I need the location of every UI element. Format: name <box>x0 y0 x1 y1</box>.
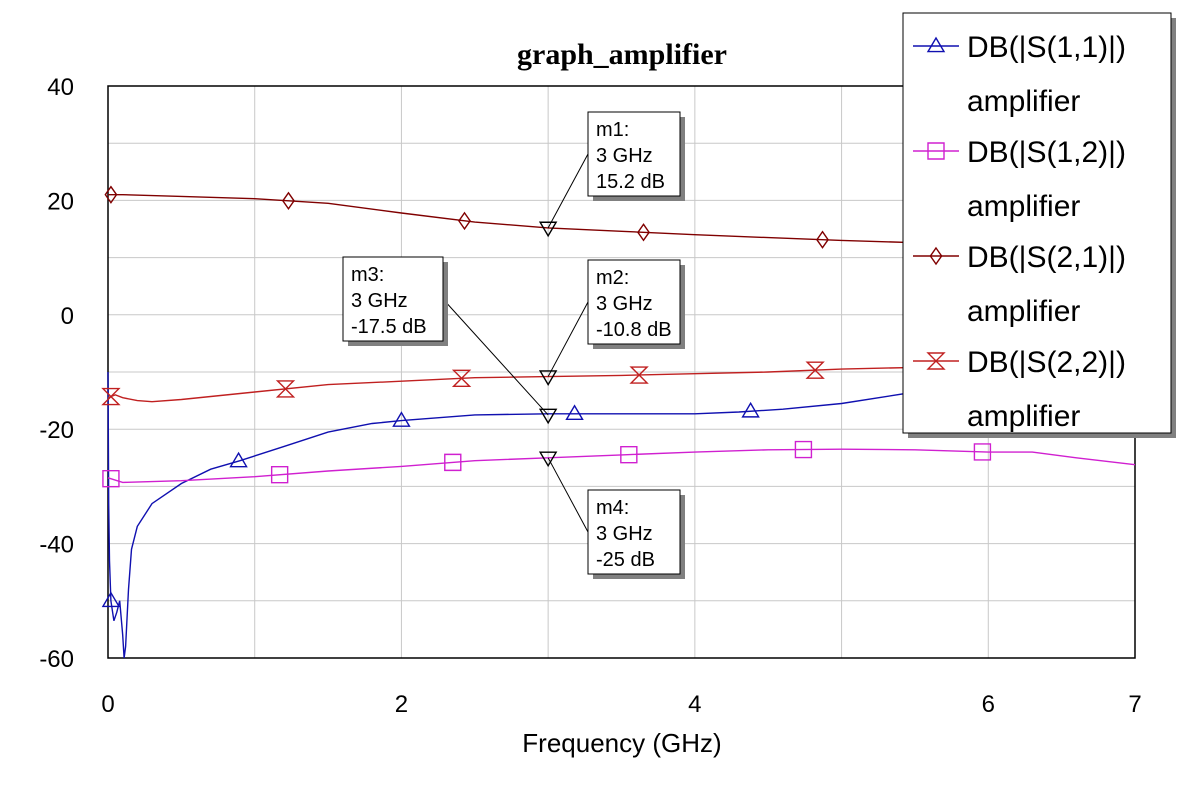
chart-title: graph_amplifier <box>517 38 727 71</box>
marker-label-line: 15.2 dB <box>596 171 665 193</box>
x-tick-label: 0 <box>101 691 114 718</box>
series-line-s22 <box>107 362 1136 403</box>
marker-m4: m4: 3 GHz -25 dB <box>538 451 685 579</box>
series-s12 <box>102 440 1136 488</box>
legend[interactable]: DB(|S(1,1)|) amplifier DB(|S(1,2)|) amplifi… <box>902 12 1176 438</box>
data-point-s11 <box>392 411 411 427</box>
marker-label-line: m3: <box>351 264 384 286</box>
marker-m1: m1: 3 GHz 15.2 dB <box>538 111 685 238</box>
legend-series-name: DB(|S(1,1)|) <box>967 31 1126 64</box>
data-point-s12 <box>973 443 992 461</box>
data-point-s22 <box>101 387 121 406</box>
marker-symbol <box>538 451 558 468</box>
x-tick-label: 6 <box>982 691 995 718</box>
marker-label-line: m4: <box>596 497 629 519</box>
y-tick-label: 20 <box>47 188 74 215</box>
legend-series-source: amplifier <box>967 295 1080 328</box>
x-tick-label: 7 <box>1128 691 1141 718</box>
legend-item-s12: DB(|S(1,2)|) amplifier <box>913 136 1126 223</box>
marker-m3: m3: 3 GHz -17.5 dB <box>342 256 558 425</box>
marker-label-line: 3 GHz <box>596 523 653 545</box>
data-point-s11 <box>101 591 121 608</box>
data-point-s12 <box>794 440 813 459</box>
marker-leader-line <box>442 298 549 416</box>
data-point-s21 <box>104 185 118 204</box>
legend-swatch-marker <box>926 36 946 53</box>
marker-layer: m1: 3 GHz 15.2 dB m2: 3 GHz -10.8 dB m3: 3 GHz -… <box>342 111 685 579</box>
legend-swatch-marker <box>926 352 946 370</box>
marker-leader-line <box>547 153 589 229</box>
data-point-s22 <box>451 369 472 388</box>
marker-label-line: -25 dB <box>596 549 655 571</box>
legend-series-source: amplifier <box>967 400 1080 433</box>
marker-label-line: m2: <box>596 267 629 289</box>
legend-item-s22: DB(|S(2,2)|) amplifier <box>913 346 1126 433</box>
data-point-s12 <box>620 445 638 464</box>
x-tick-label: 2 <box>395 691 408 718</box>
y-tick-label: 0 <box>61 303 74 330</box>
data-point-s22 <box>275 380 296 398</box>
data-point-s21 <box>282 191 295 211</box>
legend-swatch-marker <box>929 246 943 266</box>
legend-series-name: DB(|S(2,1)|) <box>967 241 1126 274</box>
legend-series-source: amplifier <box>967 190 1080 223</box>
data-point-s21 <box>458 211 471 231</box>
marker-label-line: 3 GHz <box>596 293 653 315</box>
marker-label-line: -10.8 dB <box>596 319 672 341</box>
legend-series-name: DB(|S(1,2)|) <box>967 136 1126 169</box>
legend-item-s21: DB(|S(2,1)|) amplifier <box>913 241 1126 328</box>
data-point-s12 <box>444 453 462 472</box>
marker-leader-line <box>547 301 589 377</box>
marker-box <box>587 489 681 575</box>
x-axis-label: Frequency (GHz) <box>522 728 721 758</box>
series-layer <box>101 185 1136 659</box>
tick-layer: 0 2 4 6 7 40 20 0 -20 -40 -60 <box>39 74 1141 718</box>
marker-leader-line <box>547 457 589 533</box>
data-point-s22 <box>805 361 825 379</box>
series-line-s11 <box>107 365 1136 659</box>
legend-swatch-marker <box>927 142 945 160</box>
marker-symbol <box>538 221 558 238</box>
data-point-s11 <box>229 451 248 468</box>
x-tick-label: 4 <box>688 691 701 718</box>
legend-series-name: DB(|S(2,2)|) <box>967 346 1126 379</box>
marker-label-line: 3 GHz <box>596 145 653 167</box>
marker-symbol <box>538 370 558 386</box>
data-point-s21 <box>816 230 829 249</box>
data-point-s11 <box>741 401 760 418</box>
data-point-s12 <box>270 466 289 484</box>
marker-label-line: m1: <box>596 119 629 141</box>
y-tick-label: -40 <box>39 532 74 559</box>
y-tick-label: 40 <box>47 74 74 101</box>
legend-series-source: amplifier <box>967 85 1080 118</box>
data-point-s21 <box>637 223 650 242</box>
legend-box <box>902 12 1172 434</box>
marker-box <box>587 111 681 197</box>
marker-box <box>342 256 444 342</box>
data-point-s11 <box>565 404 584 421</box>
legend-item-s11: DB(|S(1,1)|) amplifier <box>913 31 1126 118</box>
y-tick-label: -60 <box>39 646 74 673</box>
marker-label-line: -17.5 dB <box>351 316 427 338</box>
data-point-s22 <box>629 366 649 384</box>
marker-m2: m2: 3 GHz -10.8 dB <box>538 259 685 386</box>
marker-box <box>587 259 681 345</box>
marker-label-line: 3 GHz <box>351 290 408 312</box>
marker-symbol <box>538 408 558 425</box>
data-point-s12 <box>102 470 120 488</box>
y-tick-label: -20 <box>39 417 74 444</box>
